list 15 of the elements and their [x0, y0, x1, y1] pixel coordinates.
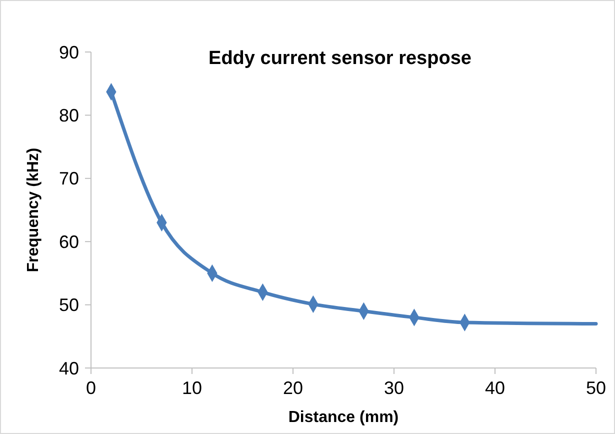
y-tick-label: 50 [58, 295, 79, 316]
x-tick-label: 50 [586, 378, 606, 398]
y-tick-label: 90 [58, 42, 79, 62]
y-tick-label: 70 [58, 168, 79, 189]
y-axis-title: Frequency (kHz) [25, 148, 42, 272]
x-tick-label: 20 [282, 378, 304, 398]
y-tick-label: 60 [58, 232, 79, 252]
x-tick-label: 10 [182, 378, 202, 398]
x-tick-label: 0 [86, 378, 96, 398]
chart-title: Eddy current sensor respose [208, 48, 472, 69]
x-tick-label: 40 [484, 378, 506, 398]
x-tick-label: 30 [384, 378, 404, 398]
x-axis-title: Distance (mm) [288, 409, 399, 426]
y-tick-label: 80 [58, 106, 79, 126]
y-tick-label: 40 [58, 358, 79, 378]
